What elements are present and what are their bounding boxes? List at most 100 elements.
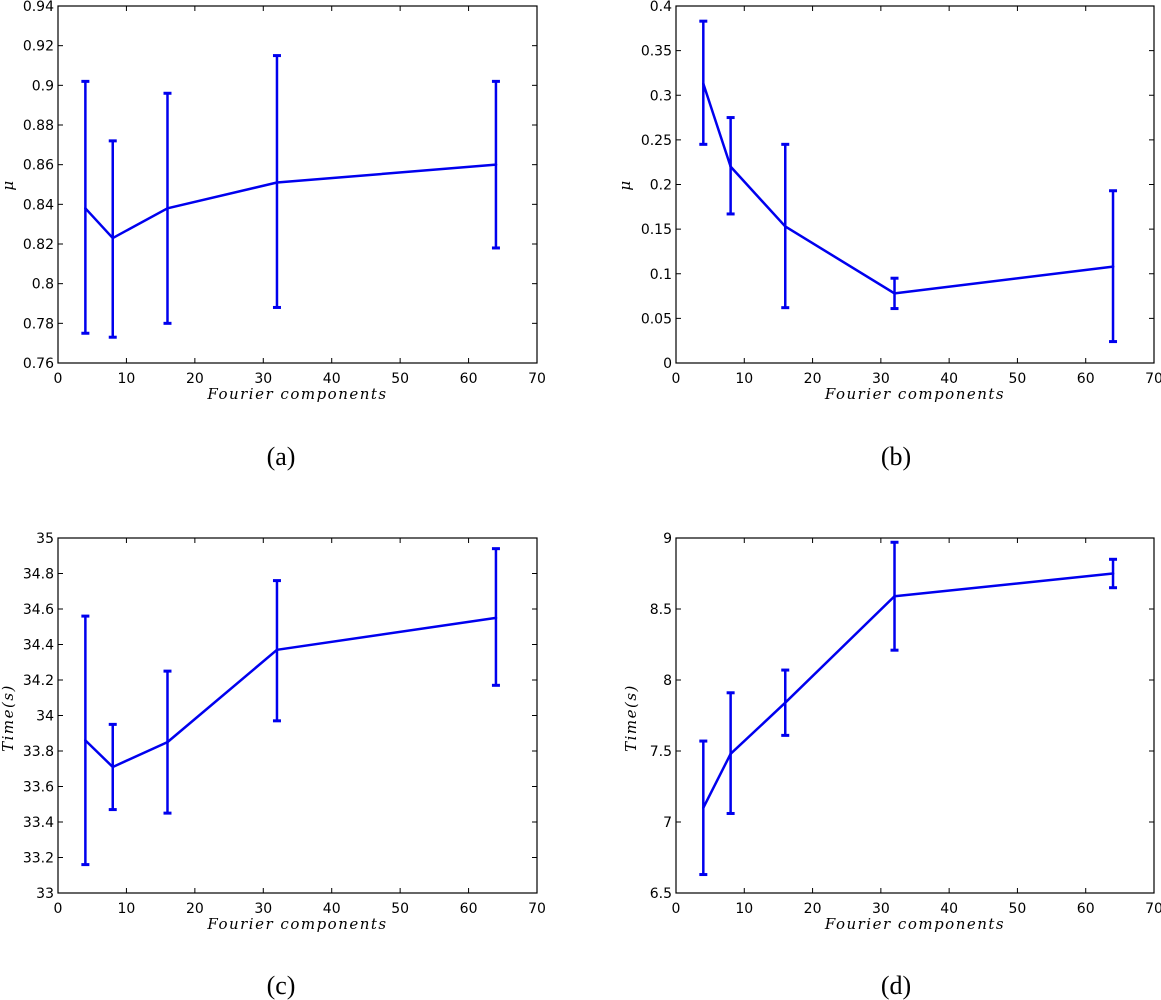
- y-tick-label: 0.94: [23, 0, 54, 15]
- y-tick-label: 33.2: [23, 851, 54, 867]
- x-tick-label: 10: [118, 371, 136, 387]
- y-axis-label: Time(s): [622, 684, 640, 752]
- x-tick-label: 30: [872, 901, 890, 917]
- y-tick-label: 0.2: [650, 178, 672, 194]
- y-tick-label: 34.6: [23, 602, 54, 618]
- y-tick-label: 0.25: [641, 133, 672, 149]
- y-tick-label: 9: [663, 531, 672, 547]
- y-tick-label: 0.1: [650, 267, 672, 283]
- y-tick-label: 0: [663, 356, 672, 372]
- y-tick-label: 8: [663, 673, 672, 689]
- x-tick-label: 30: [872, 371, 890, 387]
- data-point: [166, 207, 169, 210]
- y-tick-label: 34.2: [23, 673, 54, 689]
- y-axis-label: Time(s): [0, 684, 17, 752]
- x-tick-label: 60: [1077, 901, 1095, 917]
- y-tick-label: 0.4: [650, 0, 672, 15]
- x-axis-label: Fourier components: [824, 915, 1005, 933]
- x-tick-label: 50: [391, 371, 409, 387]
- y-tick-label: 0.15: [641, 222, 672, 238]
- y-tick-label: 7.5: [650, 744, 672, 760]
- plot-frame: [675, 537, 1155, 894]
- x-tick-label: 60: [460, 371, 478, 387]
- data-point: [1111, 572, 1115, 575]
- y-tick-label: 0.78: [23, 316, 54, 332]
- y-tick-label: 34: [36, 709, 54, 725]
- panel-caption: (b): [881, 442, 911, 471]
- series-line: [702, 572, 1114, 809]
- x-tick-label: 50: [1009, 901, 1027, 917]
- x-tick-label: 30: [254, 371, 272, 387]
- data-point: [111, 765, 115, 769]
- x-tick-label: 70: [1145, 371, 1161, 387]
- y-tick-label: 33.6: [23, 780, 54, 796]
- x-tick-label: 0: [672, 371, 681, 387]
- y-tick-label: 35: [36, 531, 54, 547]
- y-tick-label: 33: [36, 886, 54, 902]
- data-point: [275, 181, 279, 184]
- x-tick-label: 40: [940, 901, 958, 917]
- panel-caption: (a): [267, 442, 296, 471]
- x-axis-label: Fourier components: [206, 385, 387, 403]
- series-line: [702, 83, 1114, 295]
- y-tick-label: 0.35: [641, 44, 672, 60]
- data-point: [702, 806, 705, 810]
- chart-panel-b: 0 10 20 30 40 50 60 70 0 0.05 0.1 0.15 0.2 0.25 0.3 0.3…: [616, 0, 1161, 471]
- x-tick-label: 40: [323, 901, 341, 917]
- x-tick-label: 40: [323, 371, 341, 387]
- x-tick-label: 20: [186, 901, 204, 917]
- x-tick-label: 10: [735, 901, 753, 917]
- data-point: [729, 752, 732, 756]
- x-axis-label: Fourier components: [206, 915, 387, 933]
- y-tick-label: 33.4: [23, 815, 54, 831]
- panel-caption: (c): [267, 971, 296, 1000]
- y-tick-label: 0.88: [23, 118, 54, 134]
- x-tick-label: 70: [528, 371, 546, 387]
- x-tick-label: 50: [391, 901, 409, 917]
- x-tick-label: 20: [804, 901, 822, 917]
- y-tick-label: 0.05: [641, 311, 672, 327]
- y-tick-label: 6.5: [650, 886, 672, 902]
- x-tick-label: 0: [672, 901, 681, 917]
- data-point: [702, 82, 705, 85]
- x-tick-label: 60: [460, 901, 478, 917]
- y-tick-label: 34.8: [23, 567, 54, 583]
- y-tick-label: 0.86: [23, 158, 54, 174]
- y-tick-label: 0.76: [23, 356, 54, 372]
- plot-frame: [57, 5, 538, 364]
- x-tick-label: 10: [735, 371, 753, 387]
- y-tick-label: 34.4: [23, 638, 54, 654]
- data-point: [84, 739, 87, 742]
- data-point: [783, 225, 787, 228]
- y-tick-label: 7: [663, 815, 672, 831]
- x-tick-label: 70: [1145, 901, 1161, 917]
- data-point: [893, 292, 896, 295]
- data-point: [111, 236, 115, 240]
- x-tick-label: 20: [804, 371, 822, 387]
- y-tick-label: 0.84: [23, 197, 54, 213]
- data-point: [275, 648, 279, 652]
- x-tick-label: 30: [254, 901, 272, 917]
- data-point: [729, 165, 732, 168]
- data-point: [166, 740, 169, 744]
- data-point: [494, 163, 498, 166]
- x-tick-label: 10: [118, 901, 136, 917]
- y-axis-label: μ: [0, 179, 17, 190]
- series-line: [84, 163, 497, 240]
- x-tick-label: 70: [528, 901, 546, 917]
- y-tick-label: 33.8: [23, 744, 54, 760]
- data-point: [893, 594, 896, 598]
- y-tick-label: 0.9: [32, 78, 54, 94]
- y-tick-label: 0.3: [650, 88, 672, 104]
- x-tick-label: 60: [1077, 371, 1095, 387]
- y-axis-label: μ: [616, 179, 634, 190]
- x-tick-label: 50: [1009, 371, 1027, 387]
- y-tick-label: 0.82: [23, 237, 54, 253]
- y-tick-label: 0.8: [32, 277, 54, 293]
- data-point: [1111, 265, 1115, 268]
- x-axis-label: Fourier components: [824, 385, 1005, 403]
- chart-panel-a: 0 10 20 30 40 50 60 70 0.76 0.78 0.8 0.82 0.84 0.86 0.…: [0, 0, 546, 471]
- y-tick-label: 8.5: [650, 602, 672, 618]
- x-tick-label: 0: [54, 901, 63, 917]
